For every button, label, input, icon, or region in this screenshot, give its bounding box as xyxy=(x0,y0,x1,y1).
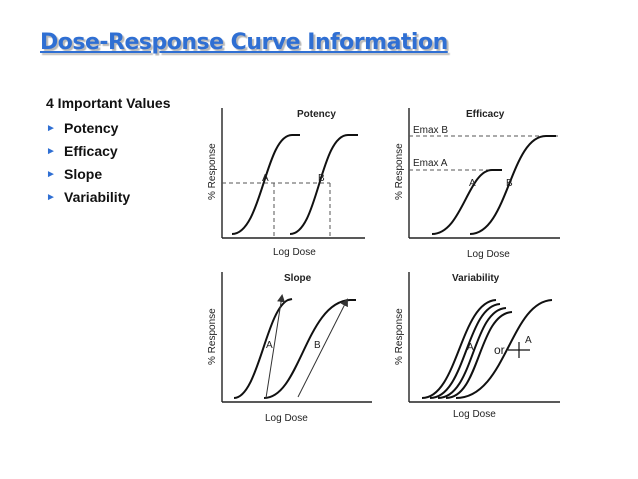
triangle-bullet-icon: ► xyxy=(46,146,56,157)
efficacy-label-a: A xyxy=(469,178,476,189)
slope-label-a: A xyxy=(266,340,273,351)
efficacy-emax-b-label: Emax B xyxy=(413,125,448,136)
efficacy-emax-a-label: Emax A xyxy=(413,158,448,169)
triangle-bullet-icon: ► xyxy=(46,192,56,203)
triangle-bullet-icon: ► xyxy=(46,169,56,180)
potency-y-label: % Response xyxy=(207,143,218,200)
efficacy-curve-a xyxy=(431,169,502,235)
triangle-bullet-icon: ► xyxy=(46,123,56,134)
bullet-list: ► Potency ► Efficacy ► Slope ► Variability xyxy=(46,117,130,209)
potency-curve-b xyxy=(289,134,358,235)
slope-panel: Slope % Response Log Dose A B xyxy=(207,272,372,424)
potency-panel-title: Potency xyxy=(297,109,336,120)
efficacy-y-label: % Response xyxy=(394,143,405,200)
variability-label-a2: A xyxy=(525,335,532,346)
potency-label-b: B xyxy=(318,173,325,184)
slope-tangent-a xyxy=(265,294,286,399)
variability-or-label: or xyxy=(494,343,505,357)
slope-curve-a xyxy=(233,298,293,399)
potency-panel: Potency % Response Log Dose A B xyxy=(207,108,365,258)
bullet-item: ► Efficacy xyxy=(46,140,130,163)
bullet-item: ► Slope xyxy=(46,163,130,186)
variability-label-a: A xyxy=(467,342,474,353)
intro-heading: 4 Important Values xyxy=(46,95,171,111)
slope-panel-title: Slope xyxy=(284,273,312,284)
bullet-label: Slope xyxy=(64,166,103,182)
variability-curve-4 xyxy=(445,311,513,399)
variability-x-label: Log Dose xyxy=(453,409,496,420)
slope-y-label: % Response xyxy=(207,308,218,365)
bullet-item: ► Variability xyxy=(46,186,130,209)
bullet-item: ► Potency xyxy=(46,117,130,140)
potency-x-label: Log Dose xyxy=(273,247,316,258)
efficacy-curve-b xyxy=(469,135,556,235)
efficacy-panel: Efficacy % Response Log Dose Emax B Emax… xyxy=(394,108,560,260)
potency-label-a: A xyxy=(262,173,269,184)
slope-tangent-b xyxy=(297,298,348,398)
variability-panel-title: Variability xyxy=(452,273,500,284)
efficacy-label-b: B xyxy=(506,178,513,189)
variability-curve-3 xyxy=(437,307,507,399)
bullet-label: Potency xyxy=(64,120,119,136)
efficacy-panel-title: Efficacy xyxy=(466,109,505,120)
efficacy-x-label: Log Dose xyxy=(467,249,510,260)
variability-panel: Variability % Response Log Dose A or A xyxy=(394,272,560,420)
bullet-label: Efficacy xyxy=(64,143,118,159)
slide-title: Dose-Response Curve Information xyxy=(40,30,448,55)
variability-curve-wide xyxy=(455,299,553,399)
variability-curve-2 xyxy=(429,303,501,399)
variability-y-label: % Response xyxy=(394,308,405,365)
potency-curve-a xyxy=(231,134,300,235)
slope-label-b: B xyxy=(314,340,321,351)
bullet-label: Variability xyxy=(64,189,131,205)
slope-curve-b xyxy=(263,299,356,399)
variability-curve-1 xyxy=(421,299,497,399)
slope-x-label: Log Dose xyxy=(265,413,308,424)
